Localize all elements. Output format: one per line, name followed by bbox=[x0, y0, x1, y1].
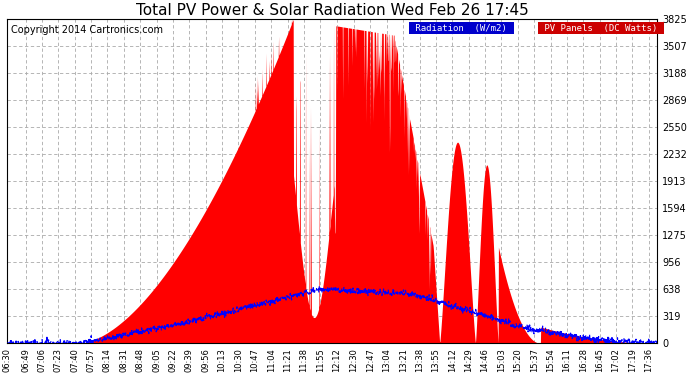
Text: Radiation  (W/m2): Radiation (W/m2) bbox=[411, 24, 513, 33]
Text: PV Panels  (DC Watts): PV Panels (DC Watts) bbox=[539, 24, 663, 33]
Title: Total PV Power & Solar Radiation Wed Feb 26 17:45: Total PV Power & Solar Radiation Wed Feb… bbox=[136, 3, 529, 18]
Text: Copyright 2014 Cartronics.com: Copyright 2014 Cartronics.com bbox=[10, 26, 163, 35]
